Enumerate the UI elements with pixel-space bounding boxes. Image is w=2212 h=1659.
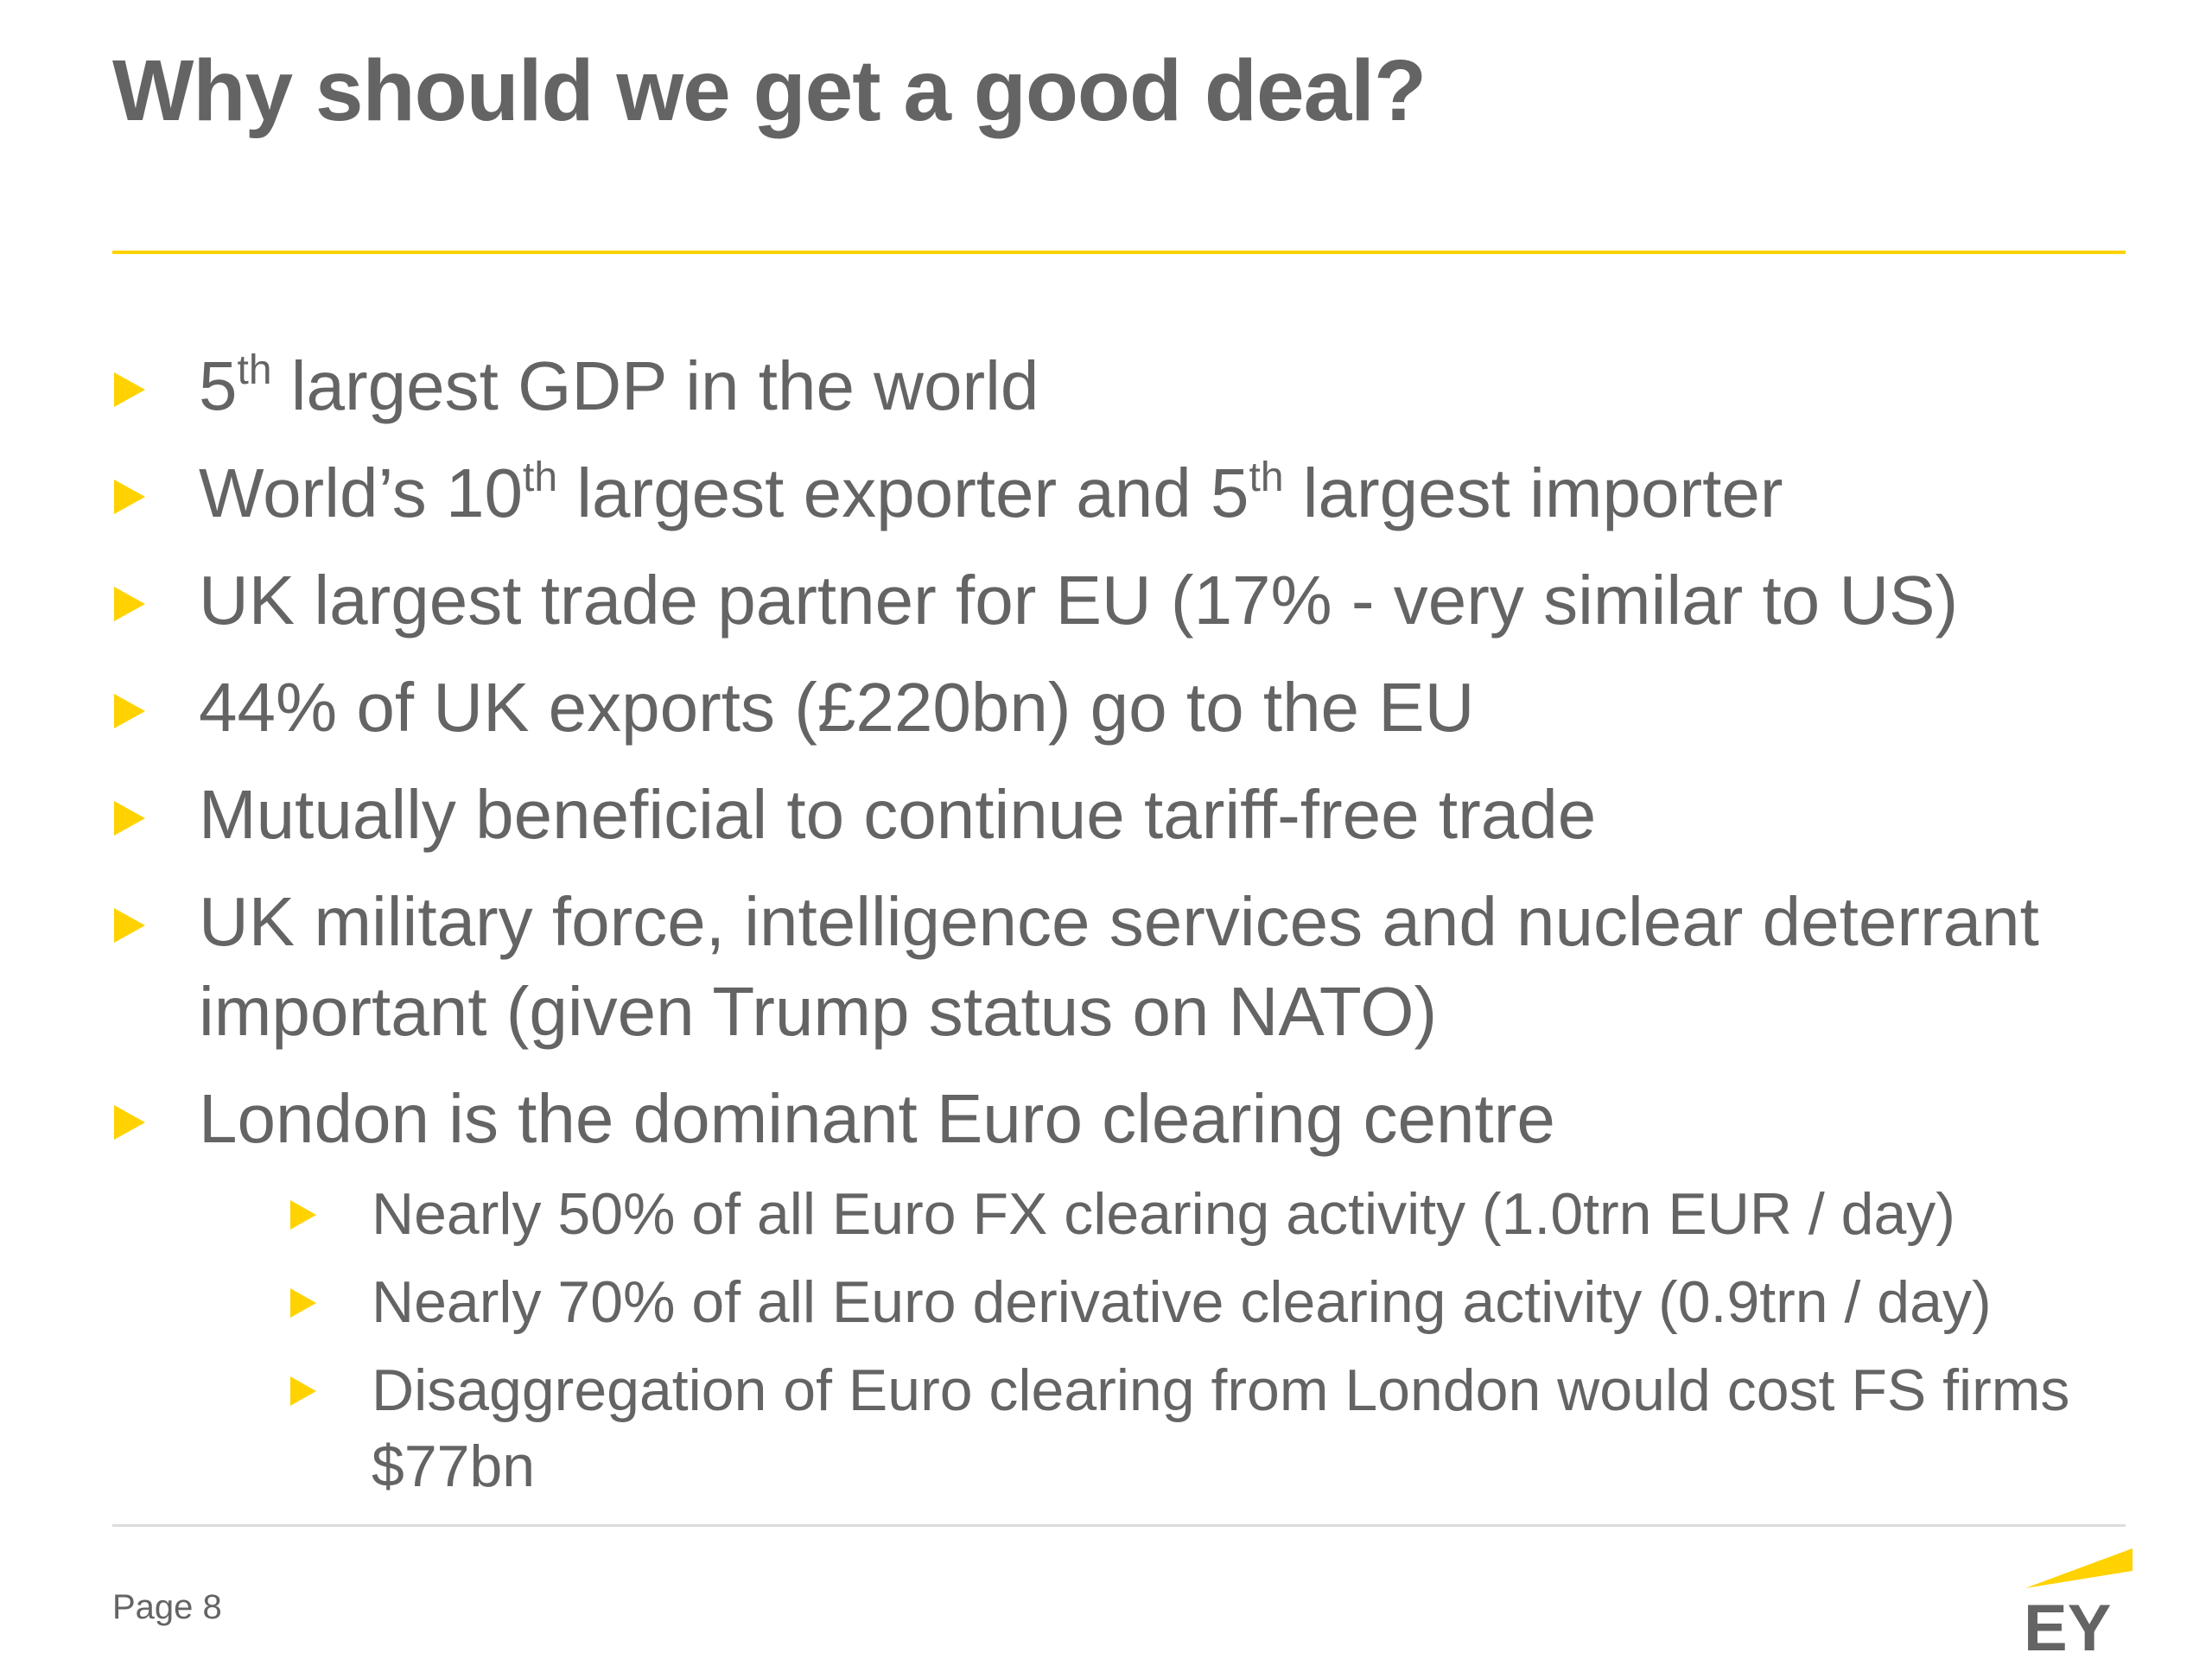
sub-bullet-arrow-icon [290,1200,316,1230]
bullet-text: Mutually beneficial to continue tariff-f… [199,776,1597,853]
bullet-text: UK largest trade partner for EU (17% - v… [199,562,1959,639]
footer-divider [112,1524,2126,1527]
sub-bullet-item: Nearly 50% of all Euro FX clearing activ… [199,1176,2126,1252]
ey-logo-icon: EY [2024,1548,2133,1659]
slide-title: Why should we get a good deal? [112,42,1427,139]
bullet-text: UK military force, intelligence services… [199,883,2039,1050]
sub-bullet-list: Nearly 50% of all Euro FX clearing activ… [199,1176,2126,1504]
bullet-arrow-icon [114,1105,145,1140]
bullet-arrow-icon [114,587,145,621]
bullet-text: London is the dominant Euro clearing cen… [199,1080,1555,1157]
sub-bullet-arrow-icon [290,1376,316,1406]
ey-logo-beam [2025,1548,2133,1588]
sub-bullet-item: Disaggregation of Euro clearing from Lon… [199,1352,2126,1504]
bullet-item: Mutually beneficial to continue tariff-f… [112,770,2126,860]
bullet-text: 5th largest GDP in the world [199,347,1039,424]
bullet-arrow-icon [114,480,145,514]
bullet-arrow-icon [114,372,145,407]
bullet-item: 44% of UK exports (£220bn) go to the EU [112,663,2126,753]
bullet-item: World’s 10th largest exporter and 5th la… [112,448,2126,538]
bullet-text: 44% of UK exports (£220bn) go to the EU [199,669,1475,746]
ey-logo-text: EY [2024,1592,2111,1659]
title-divider [112,251,2126,254]
sub-bullet-arrow-icon [290,1288,316,1318]
bullet-item: London is the dominant Euro clearing cen… [112,1074,2126,1504]
bullet-item: 5th largest GDP in the world [112,341,2126,431]
bullet-text: World’s 10th largest exporter and 5th la… [199,454,1783,531]
bullet-arrow-icon [114,694,145,728]
page-number: Page 8 [112,1588,222,1626]
bullet-item: UK military force, intelligence services… [112,877,2126,1057]
sub-bullet-text: Disaggregation of Euro clearing from Lon… [372,1357,2070,1499]
sub-bullet-text: Nearly 50% of all Euro FX clearing activ… [372,1181,1955,1247]
sub-bullet-text: Nearly 70% of all Euro derivative cleari… [372,1269,1992,1335]
bullet-arrow-icon [114,801,145,836]
sub-bullet-item: Nearly 70% of all Euro derivative cleari… [199,1264,2126,1340]
bullet-arrow-icon [114,908,145,943]
bullet-item: UK largest trade partner for EU (17% - v… [112,556,2126,645]
bullet-list: 5th largest GDP in the world World’s 10t… [112,341,2126,1522]
